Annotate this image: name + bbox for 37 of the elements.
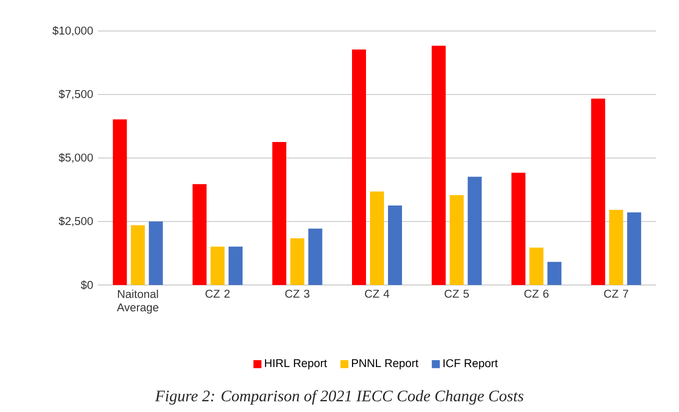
bar	[352, 50, 366, 285]
x-tick-label: CZ 4	[364, 290, 390, 298]
bar	[591, 98, 606, 285]
legend-label: HIRL Report	[265, 359, 327, 370]
bar	[547, 262, 562, 285]
bar	[308, 228, 322, 285]
legend-label: ICF Report	[444, 359, 498, 370]
x-tick-label: CZ 5	[444, 290, 469, 298]
x-tick-label: CZ 6	[524, 290, 549, 298]
y-tick-label: $5,000	[58, 153, 93, 163]
legend-label: PNNL Report	[352, 359, 418, 370]
bar	[450, 195, 464, 285]
bar	[210, 246, 225, 285]
y-tick-label: $0	[80, 280, 93, 290]
bar	[112, 119, 127, 285]
x-tick-label: CZ 7	[604, 290, 628, 298]
x-tick-label: CZ 3	[285, 290, 310, 298]
bar	[130, 225, 145, 285]
x-tick-label: CZ 2	[206, 290, 230, 298]
bar	[290, 238, 304, 285]
y-tick-label: $7,500	[58, 90, 93, 100]
bar	[148, 222, 163, 285]
x-tick-label: Naitonal Average	[116, 290, 158, 314]
bar	[468, 176, 482, 285]
bar	[370, 192, 384, 285]
bar	[609, 210, 624, 285]
bar	[192, 184, 207, 285]
bar	[529, 248, 544, 285]
y-tick-label: $2,500	[58, 216, 93, 226]
y-tick-label: $10,000	[52, 26, 93, 36]
bar	[627, 212, 642, 285]
bar	[511, 172, 526, 285]
bar	[432, 46, 446, 285]
caption: Figure 2: Comparison of 2021 IECC Code Change Costs	[155, 390, 524, 405]
bar	[388, 206, 402, 285]
bar	[228, 246, 243, 285]
bar	[272, 142, 286, 285]
